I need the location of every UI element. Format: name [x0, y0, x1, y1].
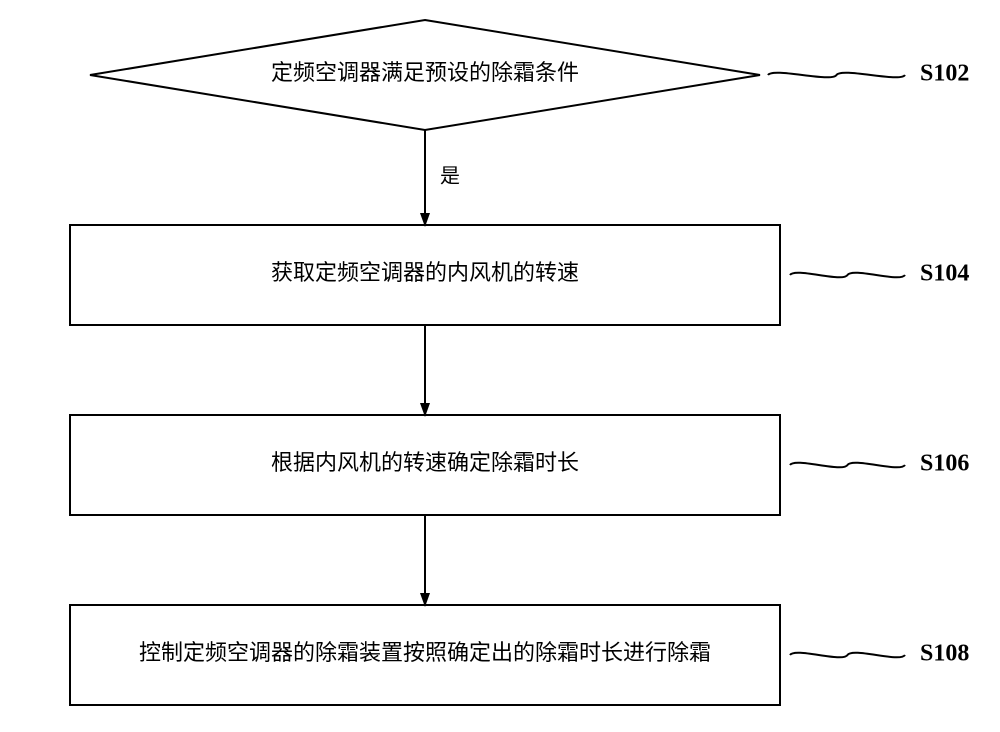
step-s108: 控制定频空调器的除霜装置按照确定出的除霜时长进行除霜: [70, 605, 780, 705]
step-s104-text: 获取定频空调器的内风机的转速: [271, 260, 579, 285]
decision-node-text: 定频空调器满足预设的除霜条件: [271, 60, 579, 85]
decision-node-label: S102: [920, 61, 969, 87]
step-s106-label: S106: [920, 451, 969, 477]
step-s106-text: 根据内风机的转速确定除霜时长: [271, 450, 579, 475]
edge-yes-label: 是: [440, 166, 460, 188]
step-s108-text: 控制定频空调器的除霜装置按照确定出的除霜时长进行除霜: [139, 640, 711, 665]
step-s106: 根据内风机的转速确定除霜时长: [70, 415, 780, 515]
decision-node: 定频空调器满足预设的除霜条件: [90, 20, 760, 130]
step-s104-label: S104: [920, 261, 969, 287]
step-s108-label: S108: [920, 641, 969, 667]
step-s104: 获取定频空调器的内风机的转速: [70, 225, 780, 325]
